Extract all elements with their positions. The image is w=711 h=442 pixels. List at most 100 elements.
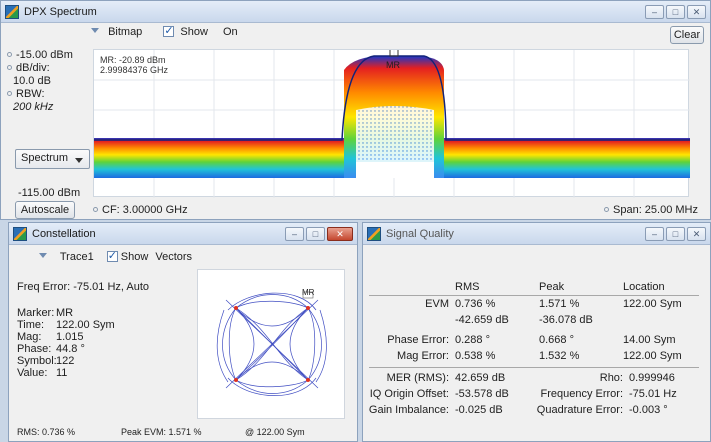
constellation-titlebar[interactable]: Constellation – □ ✕	[9, 223, 357, 245]
footer-peak-evm: Peak EVM: 1.571 %	[121, 427, 202, 437]
show-checkbox[interactable]	[163, 24, 175, 37]
cf-handle-icon[interactable]	[93, 207, 98, 212]
clear-button[interactable]: Clear	[670, 26, 704, 44]
dpx-spectrum-plot[interactable]: MR: -20.89 dBm 2.99984376 GHz MR	[93, 47, 690, 198]
divider	[369, 367, 699, 368]
row-label: IQ Origin Offset:	[369, 388, 449, 400]
show-checkbox[interactable]	[106, 249, 118, 262]
ref-level[interactable]: -15.00 dBm	[16, 49, 73, 61]
minimize-icon[interactable]: –	[285, 226, 304, 241]
show-state-label: On	[222, 26, 238, 38]
time-value: 122.00 Sym	[56, 319, 115, 331]
row-value-2: -0.003 °	[629, 404, 668, 416]
location-value: 122.00 Sym	[623, 350, 682, 362]
table-row: MER (RMS): 42.659 dB Rho: 0.999946	[363, 370, 703, 386]
dpx-bitmap-graphic	[94, 47, 690, 198]
mag-value: 1.015	[56, 331, 84, 343]
rms-value: 0.288 °	[455, 334, 490, 346]
dpx-marker-label[interactable]: MR	[386, 60, 400, 70]
rms-value: -42.659 dB	[455, 314, 509, 326]
table-row: IQ Origin Offset: -53.578 dB Frequency E…	[363, 386, 703, 402]
row-label: MER (RMS):	[386, 372, 449, 384]
chevron-down-icon	[75, 158, 83, 163]
row-label-2: Frequency Error:	[540, 388, 623, 400]
time-key: Time:	[17, 319, 45, 331]
rms-value: 0.538 %	[455, 350, 496, 362]
vectors-label: Vectors	[155, 251, 193, 263]
peak-value: -36.078 dB	[539, 314, 593, 326]
row-value: 42.659 dB	[455, 372, 506, 384]
constellation-title: Constellation	[32, 227, 96, 240]
trace-dropdown-icon[interactable]	[39, 253, 47, 258]
constellation-graphic	[216, 291, 327, 396]
row-label: Phase Error:	[387, 334, 449, 346]
row-value-2: 0.999946	[629, 372, 675, 384]
span-handle-icon[interactable]	[604, 207, 609, 212]
row-label: Gain Imbalance:	[368, 404, 449, 416]
close-icon[interactable]: ✕	[687, 226, 706, 241]
value-value: 11	[56, 367, 68, 379]
app-icon	[367, 226, 381, 241]
close-icon[interactable]: ✕	[327, 226, 353, 241]
span-value[interactable]: Span: 25.00 MHz	[613, 204, 698, 216]
value-key: Value:	[17, 367, 48, 379]
marker-key: Marker:	[17, 307, 55, 319]
table-row: Gain Imbalance: -0.025 dB Quadrature Err…	[363, 402, 703, 418]
table-row: EVM 0.736 % 1.571 % 122.00 Sym	[363, 296, 703, 312]
phase-value: 44.8 °	[56, 343, 85, 355]
autoscale-button[interactable]: Autoscale	[15, 201, 75, 219]
maximize-icon[interactable]: □	[666, 226, 685, 241]
rbw-value[interactable]: 200 kHz	[13, 101, 54, 113]
app-icon	[13, 226, 27, 241]
symbol-key: Symbol:	[17, 355, 57, 367]
footer-at-symbol: @ 122.00 Sym	[245, 427, 305, 437]
constellation-marker-label[interactable]: MR	[302, 288, 315, 297]
symbol-value: 122	[56, 355, 75, 367]
peak-header: Peak	[539, 281, 565, 293]
peak-value: 1.571 %	[539, 298, 580, 310]
row-value-2: -75.01 Hz	[629, 388, 677, 400]
ref-level-handle-icon[interactable]	[7, 52, 12, 57]
constellation-plot[interactable]: MR	[197, 269, 345, 419]
signal-quality-table: RMS Peak Location EVM 0.736 % 1.571 % 12…	[363, 279, 703, 418]
row-label: EVM	[425, 298, 449, 310]
display-type-select[interactable]: Spectrum	[15, 149, 90, 169]
trace-dropdown-icon[interactable]	[91, 28, 99, 33]
signal-quality-window: Signal Quality – □ ✕ RMS Peak Location E…	[362, 222, 711, 442]
row-value: -53.578 dB	[455, 388, 509, 400]
db-div-value[interactable]: 10.0 dB	[13, 75, 51, 87]
mag-key: Mag:	[17, 331, 42, 343]
rms-value: 0.736 %	[455, 298, 496, 310]
bottom-level: -115.00 dBm	[18, 187, 81, 199]
peak-value: 0.668 °	[539, 334, 574, 346]
constellation-window: Constellation – □ ✕ Trace1 Show Vectors …	[8, 222, 358, 442]
row-label: Mag Error:	[397, 350, 449, 362]
footer-rms: RMS: 0.736 %	[17, 427, 76, 437]
rbw-label: RBW:	[16, 88, 45, 100]
close-icon[interactable]: ✕	[687, 4, 706, 19]
minimize-icon[interactable]: –	[645, 226, 664, 241]
db-div-handle-icon[interactable]	[7, 65, 12, 70]
marker-info: Marker: MR Time: 122.00 Sym Mag: 1.015 Phas…	[17, 307, 167, 379]
table-row: Phase Error: 0.288 ° 0.668 ° 14.00 Sym	[363, 332, 703, 348]
signal-quality-titlebar[interactable]: Signal Quality – □ ✕	[363, 223, 710, 245]
rms-header: RMS	[455, 281, 480, 293]
trace-label[interactable]: Trace1	[59, 251, 94, 263]
dpx-titlebar[interactable]: DPX Spectrum – □ ✕	[1, 1, 710, 23]
minimize-icon[interactable]: –	[645, 4, 664, 19]
row-value: -0.025 dB	[455, 404, 503, 416]
dpx-title: DPX Spectrum	[24, 5, 97, 18]
app-icon	[5, 4, 19, 19]
marker-readout-freq: 2.99984376 GHz	[100, 65, 169, 75]
maximize-icon[interactable]: □	[306, 226, 325, 241]
divider	[369, 295, 699, 296]
location-value: 14.00 Sym	[623, 334, 676, 346]
bitmap-label[interactable]: Bitmap	[108, 26, 143, 38]
rbw-handle-icon[interactable]	[7, 91, 12, 96]
center-frequency[interactable]: CF: 3.00000 GHz	[102, 204, 188, 216]
marker-readout-level: MR: -20.89 dBm	[100, 55, 166, 65]
table-row: Mag Error: 0.538 % 1.532 % 122.00 Sym	[363, 348, 703, 364]
location-header: Location	[623, 281, 665, 293]
maximize-icon[interactable]: □	[666, 4, 685, 19]
dpx-spectrum-window: DPX Spectrum – □ ✕ Bitmap Show On Clear …	[0, 0, 711, 220]
